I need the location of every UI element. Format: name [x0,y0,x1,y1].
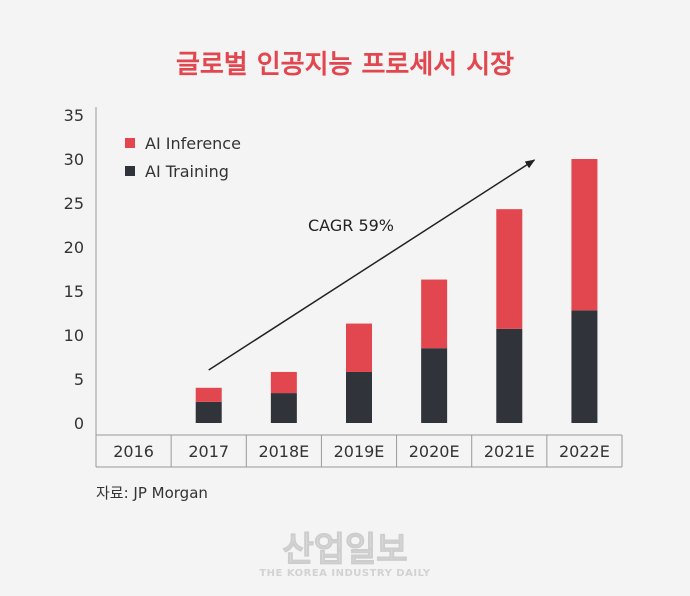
bar-ai-training [571,310,598,423]
x-tick-label: 2022E [559,442,610,461]
y-tick-label: 35 [64,106,84,125]
legend: AI Inference AI Training [125,134,241,181]
bars [195,159,598,423]
cagr-label: CAGR 59% [308,216,394,235]
bar-ai-training [270,393,297,423]
x-tick-label: 2020E [409,442,460,461]
bar-ai-training [421,348,448,423]
bar-ai-training [346,371,372,423]
y-tick-label: 0 [74,414,84,433]
axes: 0 5 10 15 20 25 30 35 2016 2017 2018E 2019E 2020E 202… [64,106,623,468]
bar-ai-inference [346,323,372,372]
x-tick-label: 2021E [484,442,535,461]
y-tick-label: 5 [74,370,84,389]
chart-title: 글로벌 인공지능 프로세서 시장 [176,50,514,80]
bar-ai-inference [195,387,222,402]
cagr-annotation: CAGR 59% [208,159,536,371]
watermark-logo: 산업일보 [282,530,407,570]
y-tick-label: 15 [64,282,84,301]
bar-ai-inference [571,159,598,311]
legend-swatch [125,138,135,148]
y-tick-label: 20 [64,238,84,257]
cagr-arrow [208,159,536,371]
legend-swatch [125,166,135,176]
watermark: 산업일보 THE KOREA INDUSTRY DAILY [259,530,431,580]
bar-ai-inference [270,371,297,394]
bar-ai-training [496,328,523,423]
y-tick-label: 25 [64,194,84,213]
y-tick-label: 30 [64,150,84,169]
watermark-subtitle: THE KOREA INDUSTRY DAILY [259,568,431,579]
x-tick-label: 2018E [258,442,309,461]
bar-ai-training [195,401,222,423]
y-tick-label: 10 [64,326,84,345]
x-tick-label: 2017 [188,442,229,461]
bar-ai-inference [421,279,448,349]
x-tick-label: 2016 [113,442,154,461]
x-tick-label: 2019E [334,442,385,461]
legend-label: AI Inference [145,134,241,153]
legend-label: AI Training [145,162,229,181]
source-note: 자료: JP Morgan [96,484,208,502]
bar-ai-inference [496,209,523,329]
